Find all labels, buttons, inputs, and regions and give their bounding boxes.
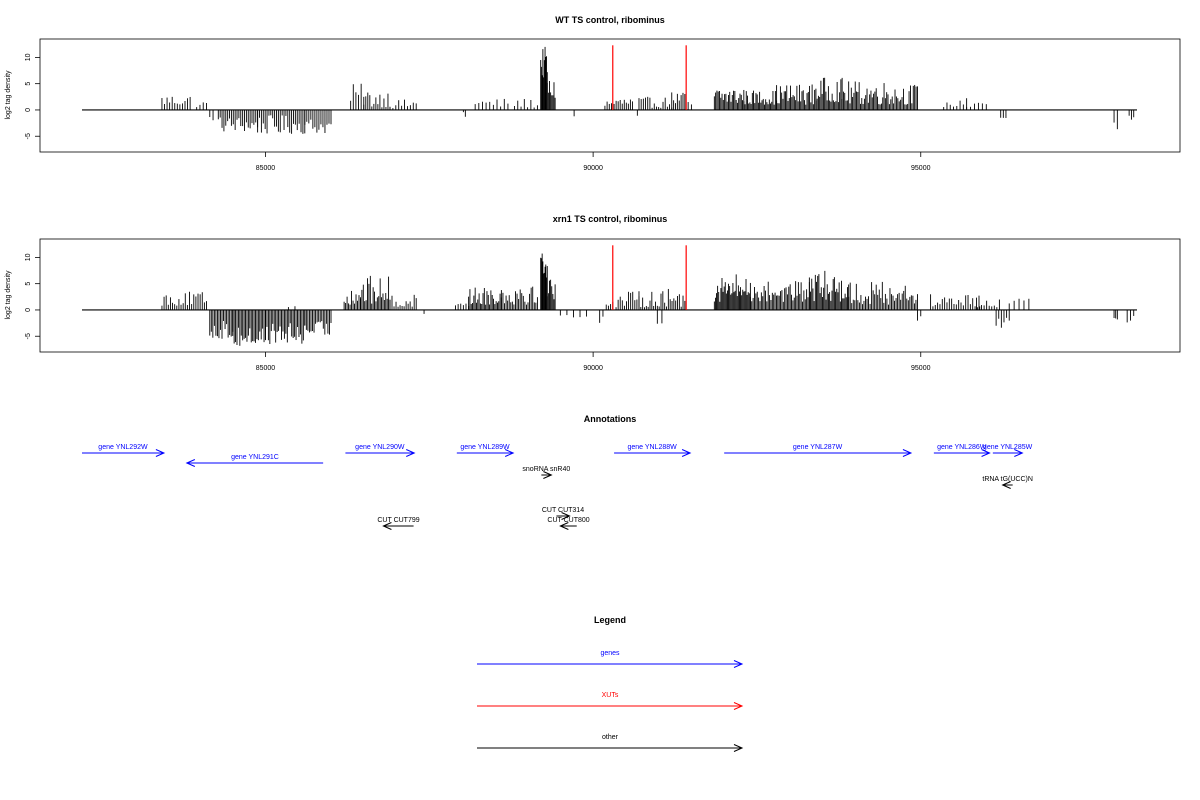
legend-label: XUTs [602,692,619,699]
legend-panel: Legend genes XUTs other [477,615,744,752]
feature-label: gene YNL289W [460,444,510,451]
annotation-feature: CUT CUT314 [542,507,584,520]
feature-label: gene YNL290W [355,444,405,451]
y-tick-label: 0 [25,108,32,112]
legend-label: genes [600,650,620,657]
track-panel-xrn1: xrn1 TS control, ribominus log2 tag dens… [5,214,1181,372]
y-tick-label: 0 [25,308,32,312]
arrow-right-icon [561,512,571,520]
arrow-right-icon [981,449,991,457]
annotation-features: gene YNL292W gene YNL291C gene YNL290W gene… [82,444,1033,530]
x-tick-label: 90000 [583,165,603,172]
annotation-feature: tRNA tG(UCC)N [982,476,1033,489]
arrow-right-icon [155,449,166,457]
y-axis-label: log2 tag density [5,70,12,120]
annotation-feature: CUT CUT800 [547,517,590,530]
x-tick-label: 85000 [256,165,276,172]
annotation-feature: gene YNL288W [614,444,692,457]
panel-title: WT TS control, ribominus [555,15,665,25]
arrow-right-icon [733,660,744,668]
arrow-right-icon [1014,449,1024,457]
y-tick-label: 5 [25,82,32,86]
feature-label: tRNA tG(UCC)N [982,476,1033,483]
arrow-right-icon [733,744,744,752]
x-tick-label: 85000 [256,365,276,372]
legend-title: Legend [594,615,626,625]
legend-label: other [602,734,619,741]
feature-label: CUT CUT314 [542,507,584,514]
y-tick-label: 10 [25,253,32,261]
arrow-left-icon [1001,481,1011,489]
feature-label: gene YNL291C [231,454,279,461]
feature-label: CUT CUT800 [547,517,589,524]
annotation-feature: CUT CUT799 [377,517,420,530]
annotations-title: Annotations [584,414,637,424]
x-tick-label: 90000 [583,365,603,372]
legend-items: genes XUTs other [477,650,744,752]
plot-frame [39,238,1181,353]
annotation-feature: gene YNL289W [456,444,515,457]
feature-label: gene YNL287W [793,444,843,451]
arrow-right-icon [406,449,416,457]
feature-label: CUT CUT799 [377,517,419,524]
y-tick-label: -5 [25,133,32,139]
legend-item: genes [477,650,744,668]
y-tick-label: -5 [25,333,32,339]
annotation-feature: gene YNL291C [185,454,324,467]
track-bars [82,245,1137,346]
x-tick-label: 95000 [911,165,931,172]
track-panel-wt: WT TS control, ribominus log2 tag densit… [5,15,1181,172]
feature-label: gene YNL285W [983,444,1033,451]
annotation-feature: gene YNL290W [345,444,416,457]
legend-item: other [477,734,744,752]
track-bars [82,45,1137,134]
arrow-right-icon [681,449,692,457]
annotation-feature: gene YNL287W [724,444,913,457]
axes: 85000 90000 95000 -5 0 5 10 [25,253,931,372]
feature-label: gene YNL286W [937,444,987,451]
feature-label: gene YNL292W [98,444,148,451]
annotation-feature: gene YNL292W [82,444,166,457]
arrow-right-icon [504,449,515,457]
plot-frame [39,38,1181,153]
legend-item: XUTs [477,692,744,710]
y-tick-label: 10 [25,53,32,61]
panel-title: xrn1 TS control, ribominus [553,214,668,224]
annotation-feature: gene YNL286W [933,444,991,457]
arrow-right-icon [543,471,553,479]
arrow-left-icon [382,522,392,530]
arrow-right-icon [733,702,744,710]
annotation-feature: gene YNL285W [983,444,1033,457]
y-tick-label: 5 [25,282,32,286]
axes: 85000 90000 95000 -5 0 5 10 [25,53,931,172]
y-axis-label: log2 tag density [5,270,12,320]
arrow-left-icon [185,459,196,467]
arrow-left-icon [559,522,569,530]
feature-label: snoRNA snR40 [522,466,570,473]
x-tick-label: 95000 [911,365,931,372]
arrow-right-icon [902,449,913,457]
feature-label: gene YNL288W [627,444,677,451]
annotation-feature: snoRNA snR40 [522,466,570,479]
